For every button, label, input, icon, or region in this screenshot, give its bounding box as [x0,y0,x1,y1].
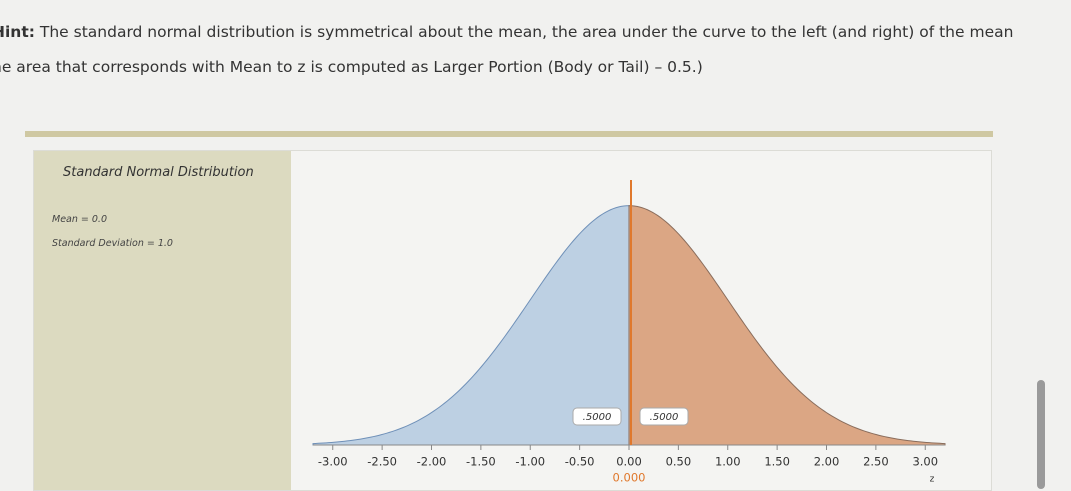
area [628,205,946,446]
area-label: .5000 [583,412,612,423]
x-tick-label: 1.50 [764,455,790,469]
hint-text: The standard normal distribution is symm… [39,23,1014,41]
area [312,205,630,446]
x-tick-label: 0.00 [616,455,642,469]
x-tick-label: -3.00 [318,455,348,469]
x-axis-label: z [930,475,935,485]
hint-line: Hint: The standard normal distribution i… [0,23,1013,41]
mean-label: Mean = 0.0 [52,214,107,225]
x-tick-label: 2.00 [814,455,840,469]
x-tick-label: 3.00 [912,455,938,469]
area-label-box [639,407,689,426]
info-panel: Standard Normal Distribution Mean = 0.0 … [34,151,291,490]
x-tick-label: -0.50 [565,455,595,469]
x-tick-label: -2.00 [417,455,447,469]
area-label: .5000 [650,412,679,423]
x-tick-label: 2.50 [863,455,889,469]
x-tick-label: -1.00 [515,455,545,469]
x-tick-label: -2.50 [367,455,397,469]
scrollbar[interactable] [1037,380,1045,489]
x-tick-label: -1.50 [466,455,496,469]
x-tick-label: 1.00 [715,455,741,469]
applet: Standard Normal Distribution Mean = 0.0 … [33,150,992,491]
area-label-box [572,407,622,426]
panel-title: Standard Normal Distribution [63,165,254,180]
z-value: 0.000 [613,471,646,485]
hint-lead: Hint: [0,23,35,41]
x-tick-label: 0.50 [666,455,692,469]
separator [25,131,993,137]
hint-text: he area that corresponds with Mean to z … [0,58,703,76]
sd-label: Standard Deviation = 1.0 [52,238,173,249]
hint-line: he area that corresponds with Mean to z … [0,58,703,76]
